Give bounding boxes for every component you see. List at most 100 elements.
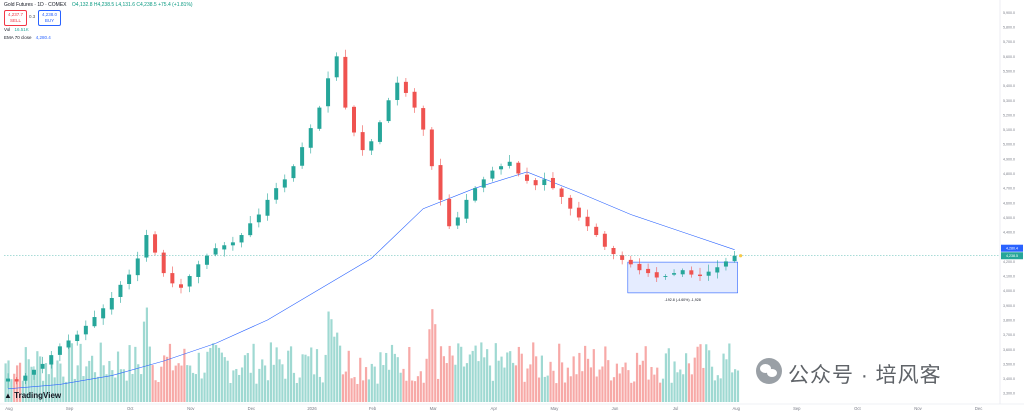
candle-body (300, 147, 305, 166)
candle-body (75, 334, 80, 342)
volume-bar (601, 366, 604, 402)
tradingview-logo[interactable]: ▲ TradingView (4, 391, 61, 400)
volume-bar (171, 370, 174, 402)
volume-bar (569, 376, 572, 402)
volume-bar (442, 356, 445, 402)
candle-body (161, 252, 166, 274)
y-tick-label: 3,500.0 (1003, 362, 1015, 366)
volume-bar (330, 319, 333, 402)
ema-indicator-legend[interactable]: EMA 70 close 4,280.4 (4, 35, 51, 40)
x-tick-label: Oct (127, 406, 134, 411)
y-tick-label: 5,300.0 (1003, 99, 1015, 103)
candle-body (611, 247, 616, 255)
candle-body (421, 108, 426, 130)
volume-bar (281, 364, 284, 402)
volume-bar (264, 365, 267, 402)
volume-bar (189, 365, 192, 402)
candle-body (31, 369, 36, 375)
candle-body (403, 81, 408, 93)
volume-bar (56, 360, 59, 402)
volume-bar (506, 352, 509, 402)
volume-bar (307, 356, 310, 402)
y-tick-label: 5,600.0 (1003, 55, 1015, 59)
volume-bar (419, 371, 422, 402)
volume-bar (154, 380, 157, 402)
volume-bar (96, 376, 99, 402)
ema-label: EMA 70 close (4, 35, 32, 40)
volume-bar (284, 378, 287, 402)
candle-body (447, 198, 452, 227)
y-tick-label: 3,400.0 (1003, 377, 1015, 381)
buy-button[interactable]: 4,238.0 BUY (38, 10, 62, 26)
volume-bar (682, 374, 685, 402)
candle-body (282, 179, 287, 188)
volume-bar (177, 363, 180, 402)
candle-body (715, 267, 720, 273)
sell-button[interactable]: 4,237.7 SELL (4, 10, 28, 26)
volume-bar (713, 380, 716, 402)
volume-bar (405, 380, 408, 402)
candle-body (196, 264, 201, 277)
volume-bar (258, 368, 261, 402)
volume-bar (240, 367, 244, 402)
volume-bar (359, 357, 362, 402)
volume-bar (298, 377, 301, 402)
volume-indicator-legend[interactable]: Vol 16.51K (4, 27, 29, 32)
y-tick-label: 5,000.0 (1003, 143, 1015, 147)
volume-bar (36, 351, 39, 402)
volume-bar (140, 374, 143, 402)
range-box (627, 261, 738, 294)
x-tick-label: 2026 (307, 406, 317, 411)
symbol-title[interactable]: Gold Futures · 1D · COMEX (4, 2, 67, 8)
vol-label: Vol (4, 27, 11, 32)
volume-bar (503, 367, 506, 402)
volume-bar (108, 361, 111, 402)
volume-bar (710, 366, 714, 402)
x-tick-label: Dec (975, 406, 982, 411)
ema-price-label: 4,280.4 (1006, 247, 1018, 251)
watermark: 公众号 · 培风客 (756, 356, 1024, 396)
volume-bar (212, 343, 215, 402)
y-tick-label: 4,100.0 (1003, 275, 1015, 279)
volume-bar (350, 378, 353, 402)
x-tick-label: Nov (914, 406, 922, 411)
candle-body (49, 355, 54, 365)
volume-bar (194, 374, 197, 402)
candle-body (222, 245, 227, 250)
volume-bar (595, 376, 598, 402)
volume-bar (644, 346, 647, 402)
volume-bar (552, 370, 555, 402)
volume-bar (134, 346, 137, 402)
candle-body (412, 91, 417, 108)
candle-body (507, 161, 512, 166)
volume-bar (324, 354, 327, 402)
volume-bar (238, 374, 241, 402)
volume-bar (491, 380, 494, 402)
volume-bar (88, 360, 91, 402)
volume-bar (180, 365, 183, 402)
volume-bar (33, 372, 36, 402)
volume-bar (76, 365, 79, 402)
volume-bar (333, 336, 336, 402)
alert-marker (739, 254, 743, 258)
candle-body (646, 268, 651, 274)
buy-label: BUY (44, 18, 55, 23)
volume-bar (607, 360, 610, 402)
volume-bar (517, 346, 520, 402)
candle-body (343, 56, 348, 108)
volume-bar (206, 351, 209, 402)
volume-bar (693, 357, 696, 402)
y-tick-label: 5,700.0 (1003, 40, 1015, 44)
volume-bar (114, 377, 117, 402)
candle-body (135, 258, 140, 276)
candle-body (473, 188, 478, 201)
volume-bar (486, 349, 489, 402)
volume-bar (125, 380, 128, 402)
volume-bar (514, 365, 518, 402)
volume-bar (520, 353, 523, 402)
volume-bar (261, 359, 264, 402)
volume-bar (318, 376, 321, 402)
volume-bar (434, 324, 437, 402)
volume-bar (327, 311, 330, 402)
